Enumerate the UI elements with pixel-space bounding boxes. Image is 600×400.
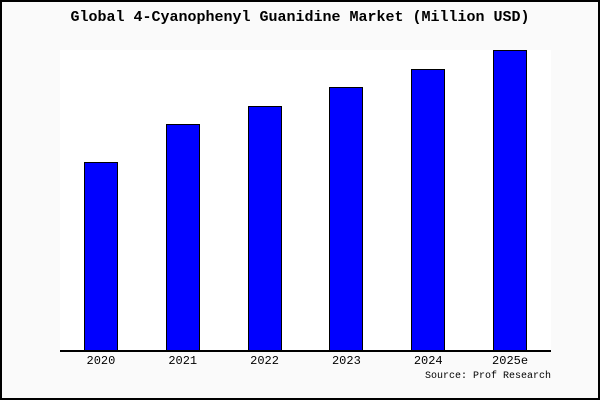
- x-tick-label-2024: 2024: [413, 354, 443, 368]
- plot-area: [60, 50, 551, 352]
- x-tick-label-2022: 2022: [250, 354, 279, 368]
- x-tick-label-2021: 2021: [168, 354, 198, 368]
- bar-2022: [247, 105, 282, 350]
- bar-slot-2023: [305, 50, 387, 350]
- bar-2024: [411, 68, 446, 350]
- x-tick-label-2023: 2023: [331, 354, 361, 368]
- bar-2021: [165, 124, 200, 350]
- chart-title: Global 4-Cyanophenyl Guanidine Market (M…: [70, 9, 530, 26]
- bar-slot-2024: [387, 50, 469, 350]
- bar-slot-2025e: [469, 50, 551, 350]
- bar-2025e: [493, 50, 528, 350]
- bar-slot-2021: [142, 50, 224, 350]
- bar-slot-2020: [60, 50, 142, 350]
- bar-2023: [329, 86, 364, 350]
- bar-2020: [83, 161, 118, 350]
- x-tick-label-2020: 2020: [86, 354, 116, 368]
- x-tick-label-2025e: 2025e: [492, 354, 529, 368]
- x-axis-labels: 2020 2021 2022 2023 2024 2025e: [60, 355, 551, 368]
- bar-slot-2022: [224, 50, 306, 350]
- bars-container: [60, 50, 551, 350]
- source-note: Source: Prof Research: [424, 371, 551, 382]
